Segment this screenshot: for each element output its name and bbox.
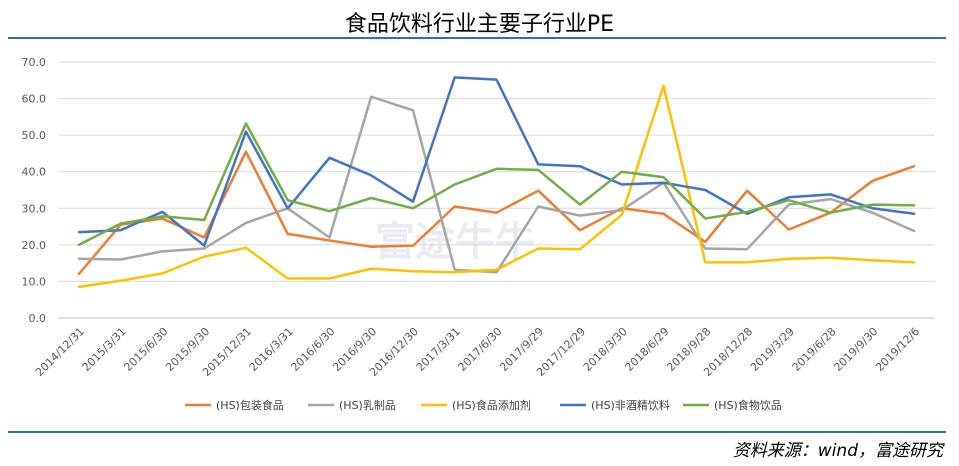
y-tick-label: 70.0 [22,56,47,69]
y-tick-label: 50.0 [22,129,47,142]
x-tick-label: 2019/3/29 [748,325,797,374]
legend-label: (HS)乳制品 [339,399,396,412]
x-tick-label: 2017/6/30 [456,325,505,374]
series-line-4 [77,76,916,247]
x-tick-label: 2018/3/30 [581,325,630,374]
legend-label: (HS)包装食品 [216,398,284,412]
source-note: 资料来源：wind，富途研究 [732,441,943,461]
legend-label: (HS)食品添加剂 [452,398,531,412]
y-tick-label: 20.0 [22,239,47,252]
x-tick-label: 2014/12/31 [33,325,87,379]
y-tick-label: 60.0 [22,93,47,106]
chart-title: 食品饮料行业主要子行业PE [344,12,615,37]
series-line-5 [77,122,916,247]
x-tick-label: 2019/12/6 [873,325,922,374]
y-tick-label: 30.0 [22,202,47,215]
x-tick-label: 2019/9/30 [831,325,880,374]
y-tick-label: 40.0 [22,166,47,179]
watermark: 富途牛牛 [375,219,535,265]
x-tick-label: 2016/6/30 [288,325,337,374]
x-tick-label: 2015/3/31 [80,325,129,374]
legend-label: (HS)非酒精饮料 [591,398,670,412]
x-tick-label: 2017/3/31 [414,325,463,374]
series-line-2 [77,95,916,274]
x-tick-label: 2016/3/31 [247,325,296,374]
y-tick-label: 10.0 [22,275,47,288]
x-tick-label: 2019/6/28 [790,325,839,374]
legend-label: (HS)食物饮品 [714,398,782,412]
series-line-3 [77,84,916,289]
title-rule [8,37,946,39]
x-tick-label: 2018/6/29 [623,325,672,374]
footer-rule [8,431,946,433]
y-tick-label: 0.0 [29,312,47,325]
x-tick-label: 2015/6/30 [121,325,170,374]
line-chart: 富途牛牛 0.0 10.0 20.0 30.0 40.0 50.0 60.0 70.0 2014/… [22,56,935,412]
